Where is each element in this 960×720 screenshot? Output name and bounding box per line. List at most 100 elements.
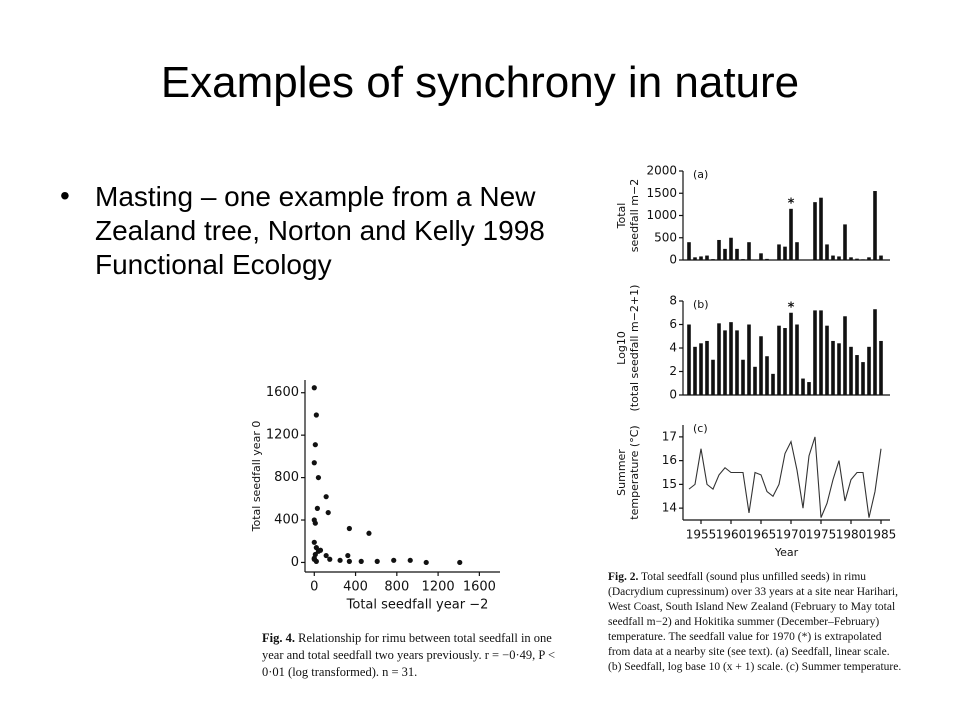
bar: [687, 324, 691, 395]
bar: [723, 330, 727, 395]
bar: [879, 255, 883, 260]
bar: [807, 382, 811, 395]
bar: [849, 346, 853, 395]
bullet-marker: •: [60, 180, 70, 211]
point: [314, 505, 320, 511]
bar: [711, 359, 715, 395]
bar: [813, 202, 817, 260]
bar: [855, 258, 859, 260]
point: [457, 559, 463, 566]
y-axis-label: temperature (°C): [628, 425, 641, 519]
bar: [825, 244, 829, 260]
bar: [861, 362, 865, 395]
bar: [741, 259, 745, 260]
point: [374, 558, 380, 564]
point: [325, 509, 331, 516]
y-tick-label: 1200: [266, 428, 299, 443]
panel-label: (a): [693, 168, 708, 181]
bar: [717, 323, 721, 395]
bar: [729, 237, 733, 260]
y-tick-label: 16: [662, 453, 677, 467]
y-tick-label: 15: [662, 477, 677, 491]
bar: [699, 343, 703, 395]
y-axis-label: Summer: [615, 449, 628, 496]
x-tick-label: 1975: [806, 528, 837, 542]
bar: [705, 255, 709, 260]
bar: [735, 248, 739, 260]
point: [423, 559, 429, 566]
bar: [771, 373, 775, 395]
bar: [825, 325, 829, 395]
panel-label: (c): [693, 422, 708, 435]
y-axis-label: (total seedfall m−2+1): [628, 285, 641, 412]
bar: [867, 346, 871, 395]
x-axis-label: Total seedfall year −2: [346, 598, 489, 613]
bar: [783, 328, 787, 395]
point: [312, 442, 318, 448]
caption-text: Relationship for rimu between total seed…: [262, 631, 556, 679]
bar: [819, 197, 823, 260]
y-tick-label: 0: [669, 388, 677, 402]
bar: [795, 242, 799, 260]
bar: [747, 324, 751, 395]
bar: [759, 253, 763, 260]
point: [346, 525, 352, 532]
bar: [687, 242, 691, 260]
x-tick-label: 1980: [836, 528, 867, 542]
bar: [843, 316, 847, 395]
x-tick-label: 1600: [463, 580, 496, 595]
bar: [831, 340, 835, 395]
y-tick-label: 6: [669, 317, 677, 331]
y-tick-label: 1600: [266, 385, 299, 400]
bar: [693, 257, 697, 260]
bar: [831, 255, 835, 260]
y-tick-label: 17: [662, 429, 677, 443]
caption-label: Fig. 2.: [608, 571, 639, 583]
y-tick-label: 2000: [646, 164, 677, 178]
bar: [723, 248, 727, 260]
point: [323, 494, 329, 500]
bar: [837, 256, 841, 260]
bar: [735, 330, 739, 395]
point: [327, 556, 333, 562]
bar: [693, 346, 697, 395]
y-tick-label: 8: [669, 294, 677, 308]
bar: [873, 309, 877, 395]
y-tick-label: 1500: [646, 186, 677, 200]
point: [366, 530, 372, 536]
bar: [879, 340, 883, 395]
bar: [729, 322, 733, 395]
bar: [753, 366, 757, 395]
line: [688, 436, 882, 518]
bar: [747, 242, 751, 260]
bar: [861, 259, 865, 260]
y-tick-label: 4: [669, 341, 677, 355]
bullet-text: Masting – one example from a New Zealand…: [95, 181, 545, 280]
point: [311, 539, 317, 545]
y-tick-label: 500: [654, 230, 677, 244]
point: [337, 557, 343, 563]
point: [311, 385, 317, 391]
bar: [699, 256, 703, 260]
y-axis-label: Log10: [615, 331, 628, 365]
y-axis-label: Total seedfall year 0: [250, 421, 263, 533]
caption-label: Fig. 4.: [262, 631, 295, 645]
x-tick-label: 1955: [686, 528, 717, 542]
bar: [837, 343, 841, 395]
caption: Fig. 4. Relationship for rimu between to…: [262, 630, 562, 681]
y-axis-label: Total: [615, 203, 628, 230]
bar: [711, 259, 715, 260]
x-tick-label: 1200: [422, 580, 455, 595]
y-tick-label: 0: [291, 555, 299, 570]
annotation: *: [788, 300, 795, 315]
point: [345, 552, 351, 559]
bar: [867, 257, 871, 260]
slide-title: Examples of synchrony in nature: [160, 58, 800, 107]
x-tick-label: 1965: [746, 528, 777, 542]
bar: [741, 359, 745, 395]
bar: [813, 310, 817, 395]
bar: [789, 208, 793, 260]
point: [317, 547, 324, 553]
y-axis-label: seedfall m−2: [628, 179, 641, 252]
